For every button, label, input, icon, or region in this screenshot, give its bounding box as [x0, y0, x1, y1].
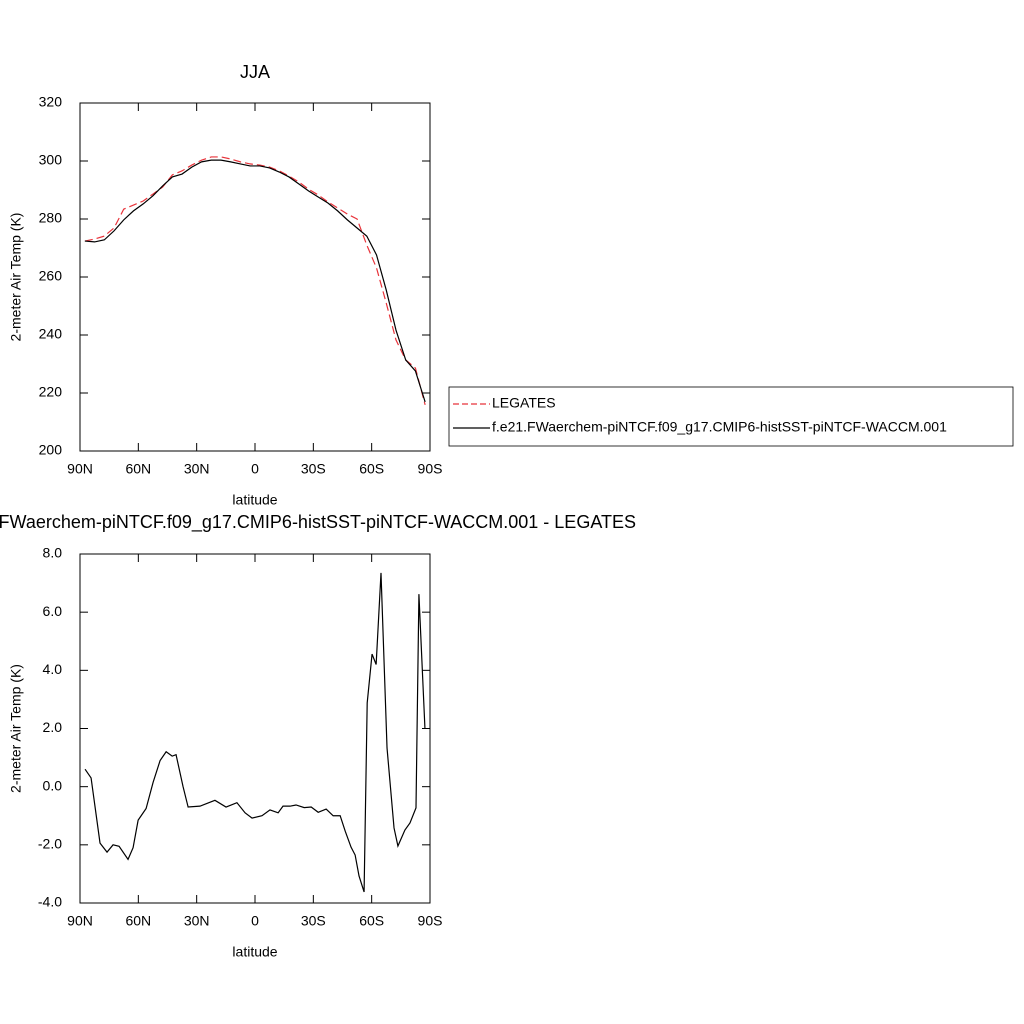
x-tick-label: 90S: [418, 913, 443, 929]
y-tick-label: 260: [39, 268, 63, 284]
x-tick-label: 0: [251, 913, 259, 929]
data-line: [84, 572, 426, 893]
plot-frame: [79, 553, 431, 904]
y-tick-label: 300: [39, 152, 63, 168]
y-tick-label: -2.0: [38, 836, 62, 852]
chart-title: f.e21.FWaerchem-piNTCF.f09_g17.CMIP6-his…: [0, 512, 636, 533]
data-line: [84, 159, 426, 403]
legend-box: [448, 386, 1014, 447]
x-tick-label: 90N: [67, 461, 93, 477]
x-tick-label: 30N: [184, 913, 210, 929]
x-tick-label: 30S: [301, 461, 326, 477]
plot-frame: [79, 102, 431, 452]
y-axis-label: 2-meter Air Temp (K): [8, 664, 24, 793]
y-tick-label: 220: [39, 384, 63, 400]
y-tick-label: 6.0: [43, 603, 63, 619]
y-tick-label: 0.0: [43, 777, 63, 793]
x-tick-label: 90N: [67, 913, 93, 929]
y-tick-label: 200: [39, 442, 63, 458]
x-tick-label: 90S: [418, 461, 443, 477]
x-tick-label: 0: [251, 461, 259, 477]
x-tick-label: 30N: [184, 461, 210, 477]
y-tick-label: 320: [39, 94, 63, 110]
legend-label: f.e21.FWaerchem-piNTCF.f09_g17.CMIP6-his…: [492, 419, 947, 435]
x-tick-label: 60N: [125, 913, 151, 929]
chart-title: JJA: [240, 62, 270, 82]
x-axis-label: latitude: [232, 944, 277, 960]
x-tick-label: 60N: [125, 461, 151, 477]
y-axis-label: 2-meter Air Temp (K): [8, 213, 24, 342]
legend-label: LEGATES: [492, 395, 556, 411]
data-line: [84, 156, 426, 406]
y-tick-label: 4.0: [43, 661, 63, 677]
y-tick-label: 2.0: [43, 719, 63, 735]
x-axis-label: latitude: [232, 492, 277, 508]
x-tick-label: 60S: [359, 913, 384, 929]
x-tick-label: 30S: [301, 913, 326, 929]
y-tick-label: -4.0: [38, 894, 62, 910]
y-tick-label: 280: [39, 210, 63, 226]
y-tick-label: 8.0: [43, 545, 63, 561]
y-tick-label: 240: [39, 326, 63, 342]
x-tick-label: 60S: [359, 461, 384, 477]
